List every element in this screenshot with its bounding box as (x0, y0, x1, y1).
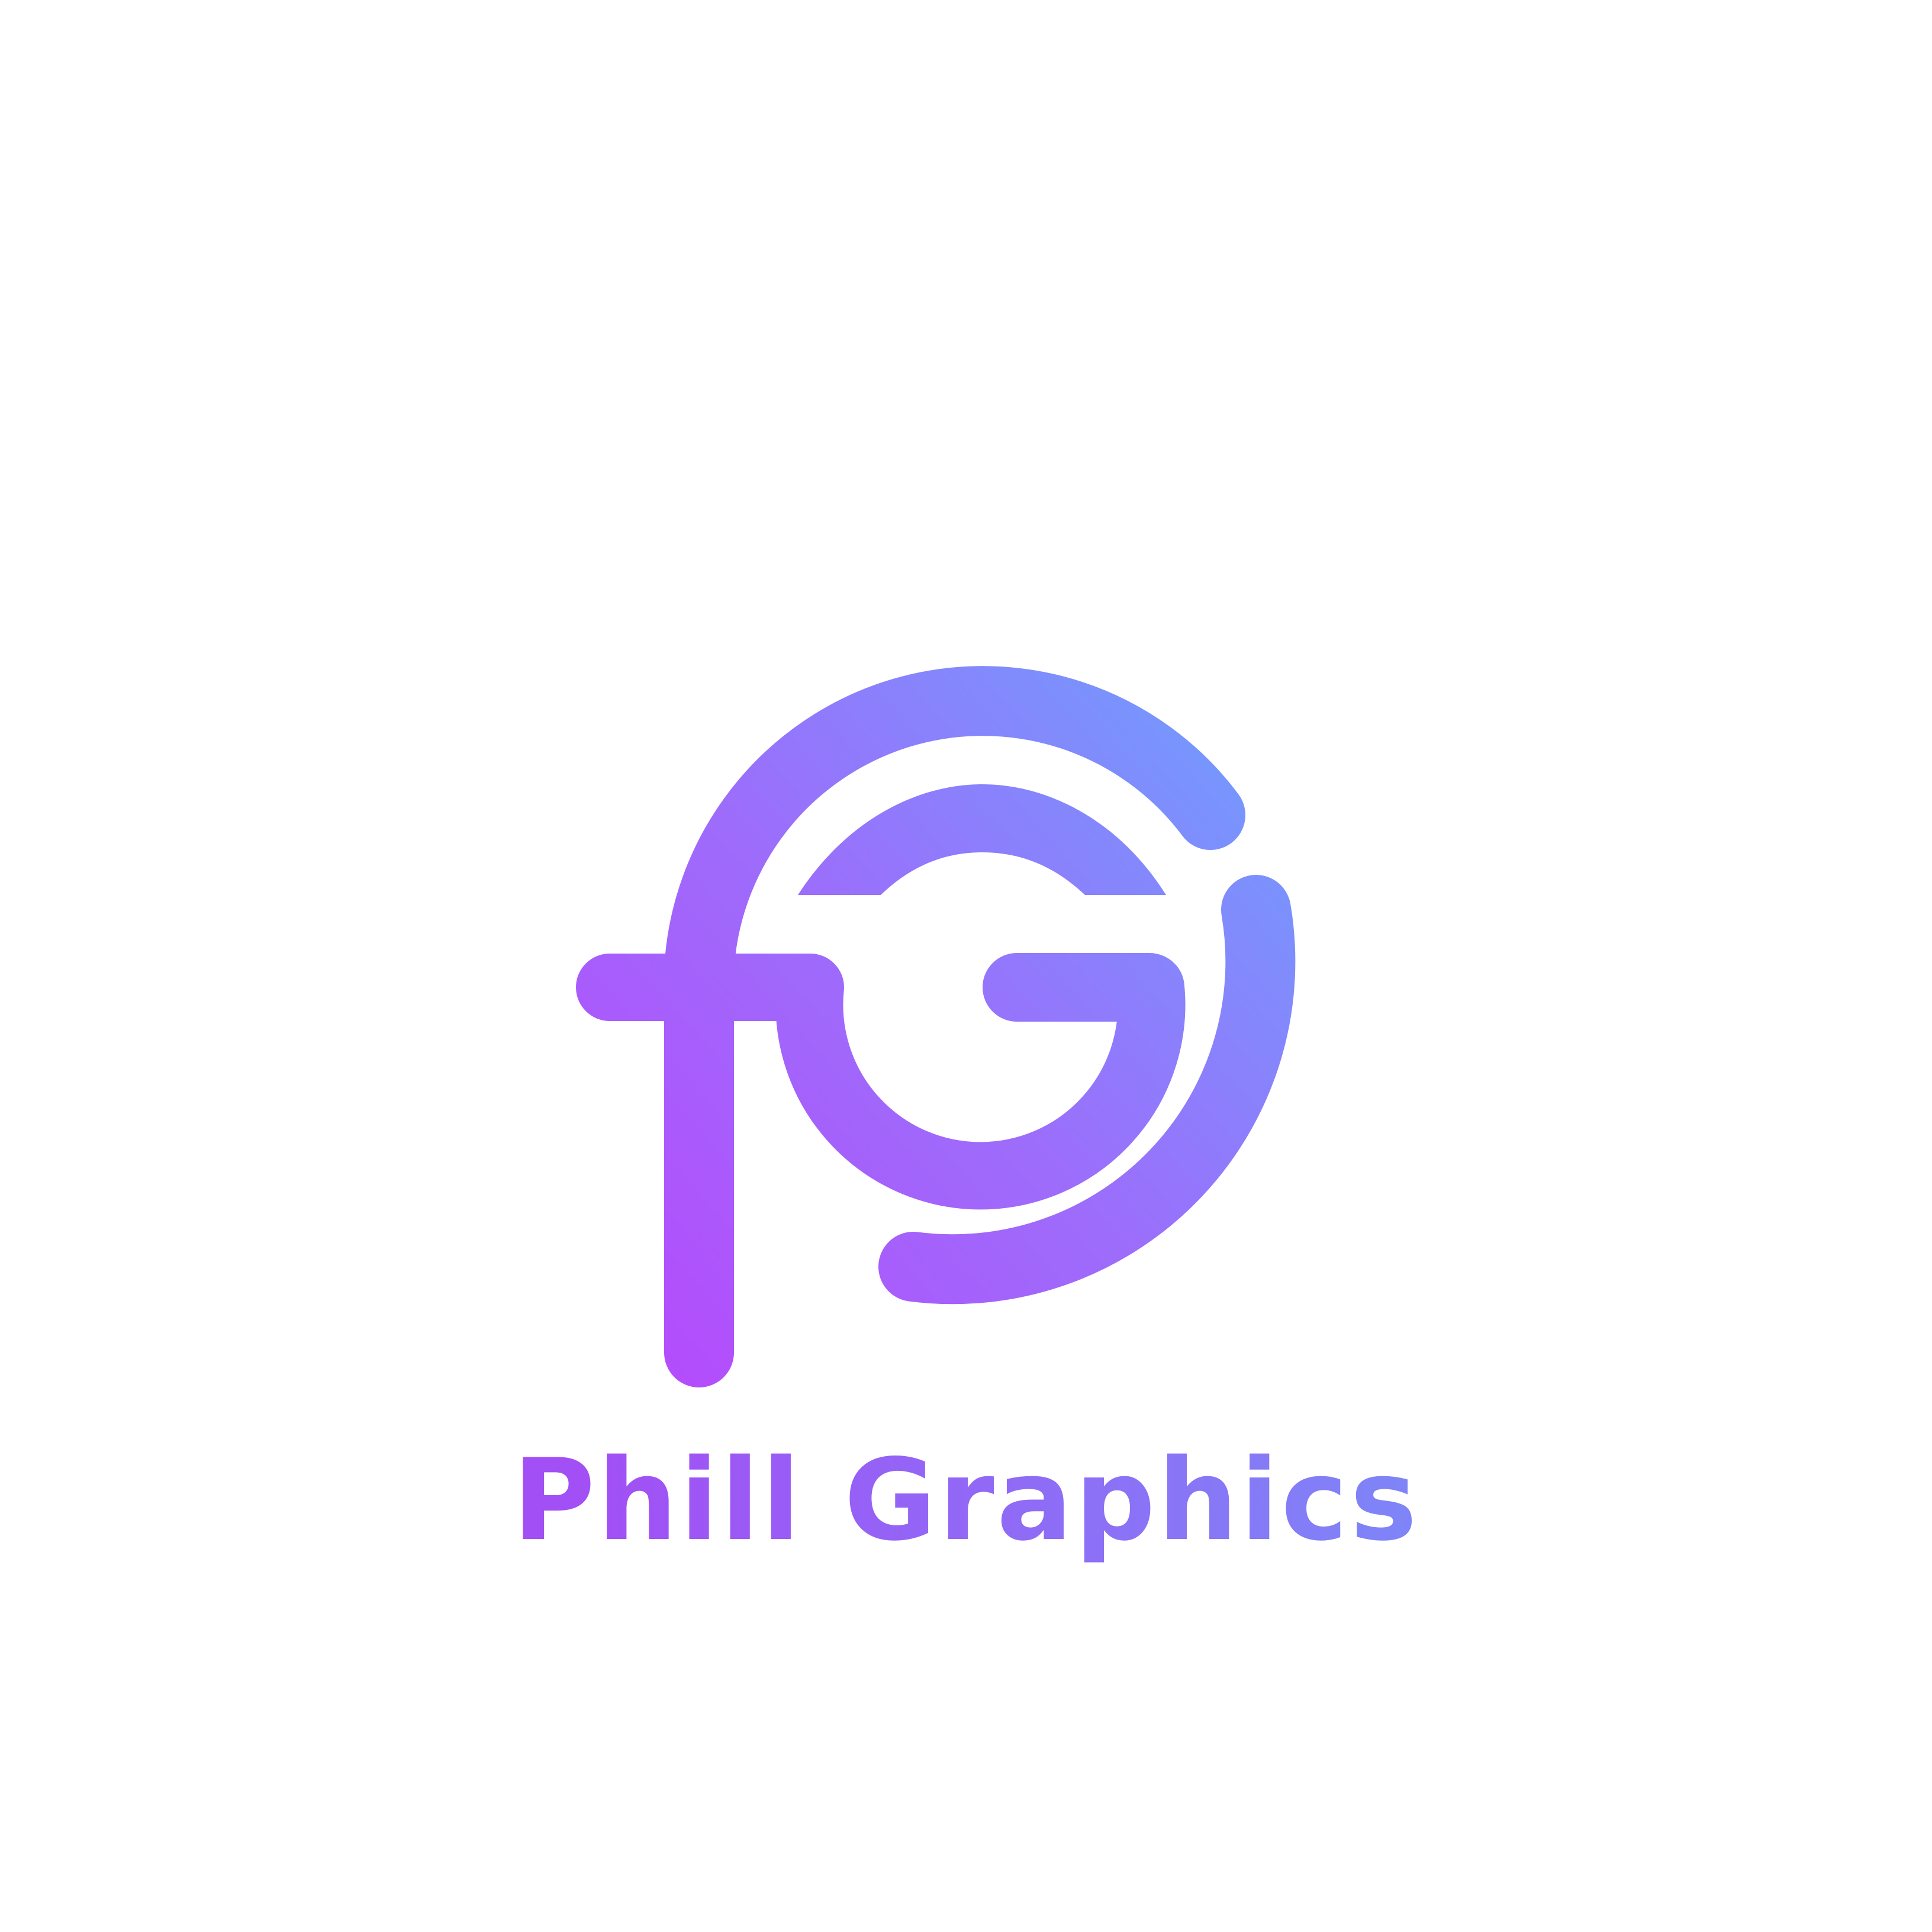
g-crossbar (983, 953, 1184, 1022)
outer-lower-arc (878, 875, 1296, 1305)
brand-name: Phill Graphics (513, 1435, 1419, 1566)
outer-upper-arc (664, 666, 1245, 1387)
brand-name-text: Phill Graphics (513, 1435, 1419, 1566)
inner-g-bowl (775, 954, 1186, 1210)
inner-g-arch (798, 784, 1166, 895)
